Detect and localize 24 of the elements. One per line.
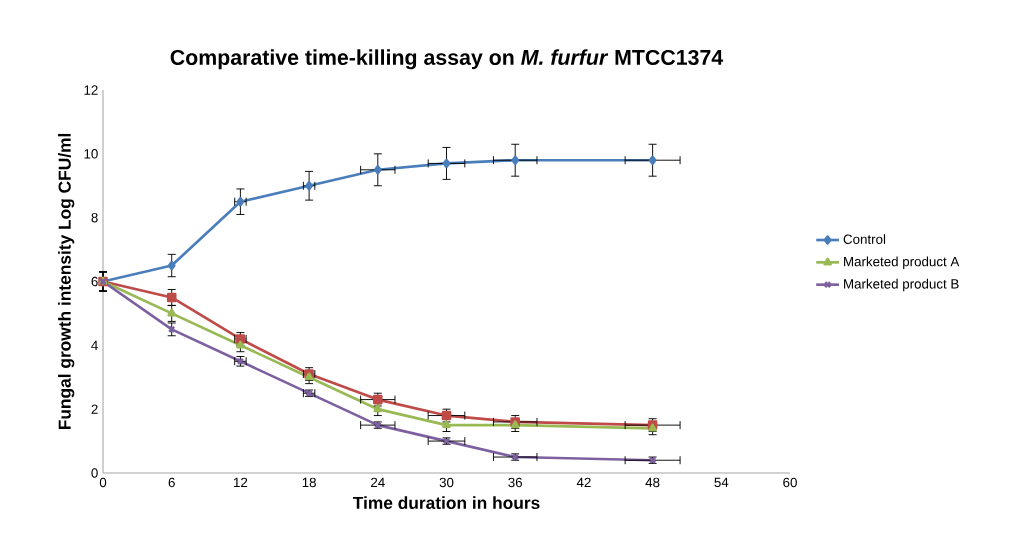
y-tick-label: 8 — [91, 212, 98, 223]
x-tick-label: 18 — [302, 477, 316, 488]
x-tick-label: 0 — [99, 477, 107, 488]
x-tick-label: 24 — [371, 477, 385, 488]
chart-title: Comparative time-killing assay on M. furfur MTCC1374 — [170, 49, 724, 70]
x-axis-title: Time duration in hours — [352, 496, 540, 510]
x-tick-label: 12 — [234, 477, 248, 488]
legend-label: Marketed product B — [844, 278, 959, 292]
x-tick-label: 36 — [508, 477, 523, 488]
y-tick-label: 2 — [91, 404, 98, 414]
y-axis-title: Fungal growth intensity Log CFU/ml — [58, 133, 75, 430]
legend-label: Marketed product A — [844, 256, 960, 269]
x-tick-label: 60 — [783, 477, 797, 488]
x-tick-label: 42 — [576, 477, 591, 488]
y-tick-label: 6 — [91, 276, 98, 287]
y-tick-label: 4 — [91, 340, 98, 350]
x-tick-label: 6 — [168, 477, 175, 488]
x-tick-label: 48 — [645, 477, 660, 488]
y-tick-label: 0 — [91, 468, 98, 478]
y-tick-label: 12 — [84, 85, 98, 95]
legend-label: Control — [843, 234, 886, 244]
x-tick-label: 30 — [439, 477, 454, 488]
y-tick-label: 10 — [84, 149, 98, 159]
x-tick-label: 54 — [714, 477, 729, 488]
